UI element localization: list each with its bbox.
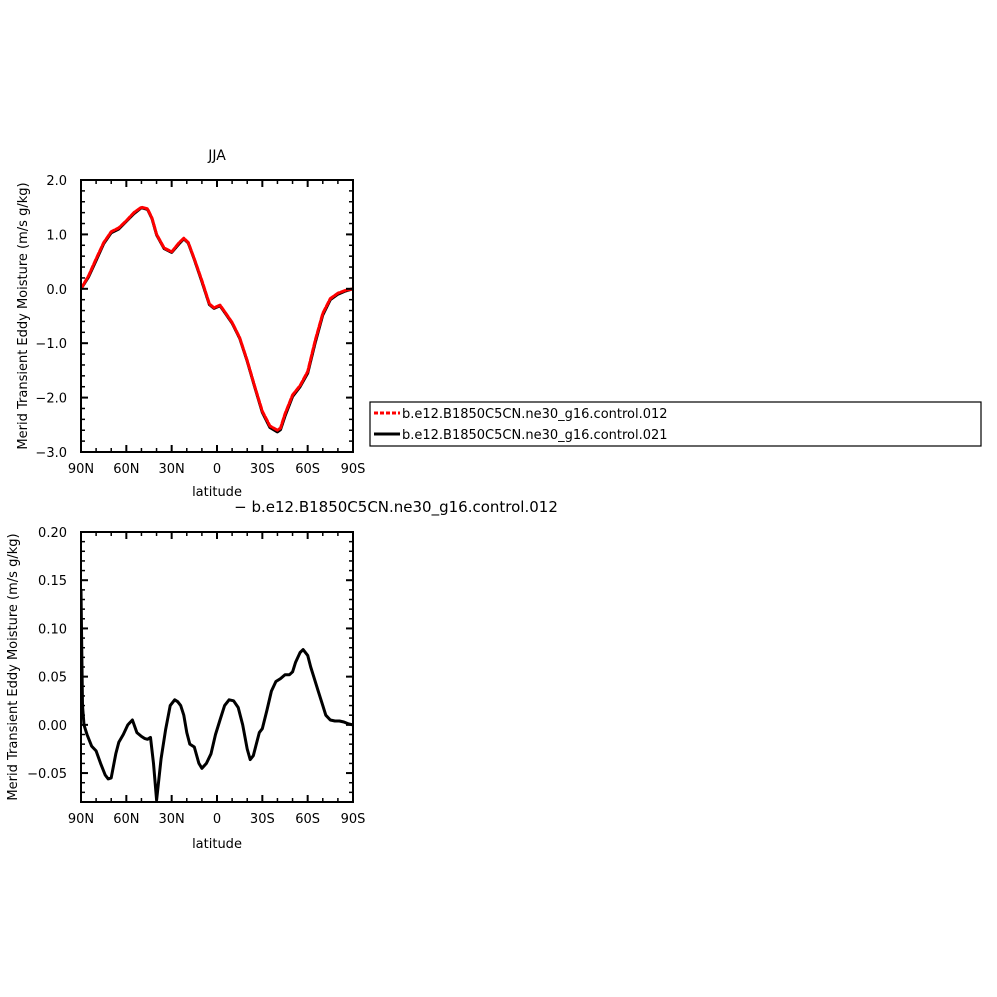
- x-tick-label: 60N: [113, 812, 139, 827]
- axes-group: 90N 60N 30N 0 30S 60S 90S −3.0 −2.0 −1.0 0.0 1.0 2.0: [35, 174, 365, 477]
- x-tick-label: 30N: [159, 462, 185, 477]
- axes-group: 90N 60N 30N 0 30S 60S 90S −0.05 0.00 0.05 0.10 0.15…: [27, 526, 365, 827]
- panel-bottom: − b.e12.B1850C5CN.ne30_g16.control.012 9…: [6, 498, 558, 852]
- x-tick-label: 30S: [250, 812, 275, 827]
- y-tick-label: 0.15: [38, 574, 67, 589]
- panel-top: JJA 90N 60N 30N 0 30S 60S 90S −3.0 −2.0 −1.0 0.0 1.…: [16, 148, 365, 500]
- legend: b.e12.B1850C5CN.ne30_g16.control.012 b.e…: [369, 401, 982, 447]
- y-tick-label: −0.05: [27, 767, 67, 782]
- x-tick-label: 90N: [68, 462, 94, 477]
- x-tick-label: 30N: [159, 812, 185, 827]
- y-tick-label: −3.0: [35, 446, 67, 461]
- series-group: [81, 588, 353, 802]
- legend-box: [369, 401, 982, 447]
- y-tick-label: 0.0: [46, 283, 67, 298]
- x-tick-label: 60S: [295, 812, 320, 827]
- series-line: [81, 206, 353, 434]
- series-line: [81, 588, 353, 802]
- legend-label-series-1: b.e12.B1850C5CN.ne30_g16.control.012: [402, 407, 668, 422]
- y-tick-label: 0.00: [38, 719, 67, 734]
- x-axis-label: latitude: [192, 837, 242, 852]
- chart-title: − b.e12.B1850C5CN.ne30_g16.control.012: [234, 498, 558, 517]
- y-tick-label: 0.05: [38, 671, 67, 686]
- x-tick-label: 90S: [341, 812, 366, 827]
- y-tick-label: 0.20: [38, 526, 67, 541]
- x-axis-label: latitude: [192, 485, 242, 500]
- x-tick-label: 0: [213, 812, 221, 827]
- y-tick-label: 1.0: [46, 228, 67, 243]
- x-tick-label: 90S: [341, 462, 366, 477]
- y-tick-label: −2.0: [35, 392, 67, 407]
- x-tick-label: 0: [213, 462, 221, 477]
- y-tick-label: 2.0: [46, 174, 67, 189]
- x-tick-label: 60N: [113, 462, 139, 477]
- x-tick-label: 90N: [68, 812, 94, 827]
- y-axis-label: Merid Transient Eddy Moisture (m/s g/kg): [6, 533, 21, 800]
- series-line: [81, 205, 353, 432]
- plot-frame: [80, 179, 354, 453]
- y-tick-label: 0.10: [38, 622, 67, 637]
- x-tick-label: 30S: [250, 462, 275, 477]
- y-axis-label: Merid Transient Eddy Moisture (m/s g/kg): [16, 182, 31, 449]
- x-tick-label: 60S: [295, 462, 320, 477]
- series-group: [81, 205, 353, 434]
- legend-label-series-2: b.e12.B1850C5CN.ne30_g16.control.021: [402, 428, 668, 443]
- y-tick-label: −1.0: [35, 337, 67, 352]
- chart-title: JJA: [207, 148, 226, 164]
